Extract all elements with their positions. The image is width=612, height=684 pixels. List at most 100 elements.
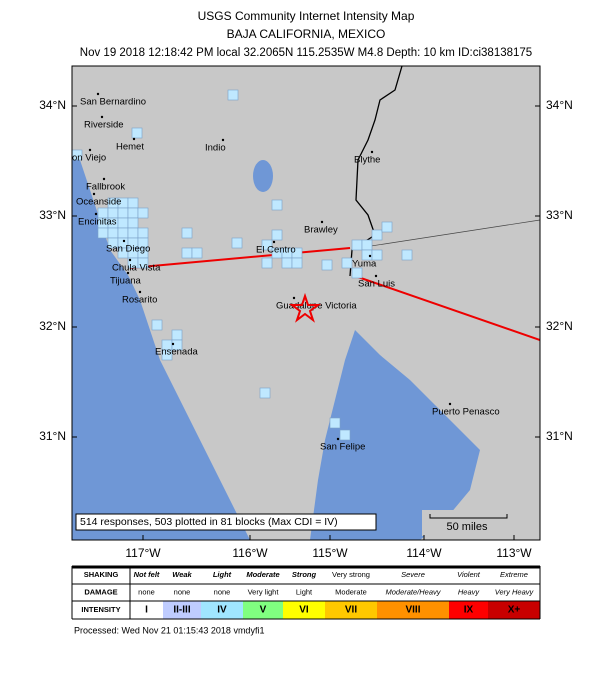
city-label: Encinitas: [78, 217, 117, 228]
cdi-block: [351, 239, 363, 251]
cdi-block: [191, 247, 203, 259]
city-dot: [102, 177, 106, 181]
legend-shaking: Light: [213, 570, 232, 579]
city-dot: [138, 290, 142, 294]
cdi-block: [261, 239, 273, 251]
legend-shaking: Not felt: [134, 570, 160, 579]
intensity-cell: [325, 601, 377, 619]
city-label: Tijuana: [110, 276, 142, 287]
cdi-block: [371, 229, 383, 241]
cdi-block: [181, 247, 193, 259]
legend-shaking: Strong: [292, 570, 317, 579]
lon-label: 116°W: [232, 546, 268, 560]
legend-intensity: V: [260, 605, 267, 616]
legend-intensity: VII: [345, 605, 357, 616]
legend-row-label: INTENSITY: [81, 605, 120, 614]
cdi-block: [271, 229, 283, 241]
border-line: [357, 219, 540, 249]
city-dot: [370, 150, 374, 154]
lon-label: 115°W: [312, 546, 348, 560]
cdi-block: [97, 227, 109, 239]
salton-sea: [253, 160, 273, 192]
legend-shaking: Violent: [457, 570, 481, 579]
city-dot: [132, 137, 136, 141]
legend-damage: Very Heavy: [495, 587, 535, 596]
city-dot: [122, 239, 126, 243]
cdi-block: [261, 257, 273, 269]
cdi-block: [117, 217, 129, 229]
cdi-blocks: [72, 89, 413, 441]
legend-damage: none: [174, 587, 191, 596]
intensity-cell: [163, 601, 201, 619]
cdi-block: [72, 149, 83, 161]
legend-damage: Very light: [248, 587, 280, 596]
cdi-block: [131, 127, 143, 139]
city-dot: [100, 115, 104, 119]
cdi-block: [361, 239, 373, 251]
city-label: Riverside: [84, 120, 124, 131]
summary: 514 responses, 503 plotted in 81 blocks …: [80, 516, 338, 528]
lat-label: 32°N: [39, 319, 66, 333]
region: BAJA CALIFORNIA, MEXICO: [227, 27, 386, 41]
cdi-block: [281, 257, 293, 269]
lat-label: 34°N: [39, 98, 66, 112]
legend-damage: Moderate: [335, 587, 367, 596]
lat-label: 31°N: [39, 429, 66, 443]
city-label: San Bernardino: [80, 97, 146, 108]
cdi-block: [127, 197, 139, 209]
cdi-block: [321, 259, 333, 271]
cdi-block: [381, 221, 393, 233]
cdi-block: [137, 207, 149, 219]
cdi-block: [259, 387, 271, 399]
lat-label: 34°N: [546, 98, 573, 112]
intensity-legend: SHAKING Not felt Weak Light Moderate Strong Ve…: [71, 565, 541, 620]
city-label: Rosarito: [122, 295, 157, 306]
cdi-block: [341, 257, 353, 269]
city-dot: [448, 402, 452, 406]
legend-intensity: II-III: [173, 605, 190, 616]
legend-intensity: I: [145, 605, 148, 616]
city-label: Ensenada: [155, 347, 199, 358]
intensity-cell: [201, 601, 243, 619]
city-label: Fallbrook: [86, 182, 125, 193]
legend-row-label: SHAKING: [84, 570, 119, 579]
cdi-block: [137, 257, 149, 269]
lat-label: 32°N: [546, 319, 573, 333]
city-label: on Viejo: [72, 153, 106, 164]
legend-intensity: IV: [217, 605, 227, 616]
city-label: Oceanside: [76, 197, 121, 208]
scale-box: [422, 510, 532, 536]
intensity-cell: [488, 601, 540, 619]
legend-shaking: Very strong: [332, 570, 370, 579]
legend-damage: none: [214, 587, 231, 596]
cdi-block: [181, 227, 193, 239]
lat-label: 31°N: [546, 429, 573, 443]
cdi-block: [127, 217, 139, 229]
title: USGS Community Internet Intensity Map: [198, 9, 415, 23]
legend-damage: none: [138, 587, 155, 596]
cdi-block: [271, 199, 283, 211]
intensity-cell: [243, 601, 283, 619]
city-label: Indio: [205, 143, 226, 154]
city-label: Chula Vista: [112, 263, 161, 274]
cdi-block: [171, 329, 183, 341]
cdi-block: [107, 227, 119, 239]
city-label: Brawley: [304, 225, 338, 236]
legend-intensity: VIII: [405, 605, 420, 616]
intensity-cell: [377, 601, 449, 619]
city-dot: [94, 212, 98, 216]
city-label: Yuma: [352, 259, 377, 270]
cdi-block: [127, 227, 139, 239]
city-dot: [96, 92, 100, 96]
legend-intensity: X+: [508, 605, 521, 616]
intensity-cell: [130, 601, 163, 619]
city-dot: [126, 271, 130, 275]
legend-intensity: VI: [299, 605, 309, 616]
cdi-block: [171, 339, 183, 351]
cdi-block: [127, 207, 139, 219]
cdi-block: [371, 249, 383, 261]
lat-label: 33°N: [39, 208, 66, 222]
cdi-block: [231, 237, 243, 249]
city-dot: [272, 240, 276, 244]
city-dot: [368, 254, 372, 258]
